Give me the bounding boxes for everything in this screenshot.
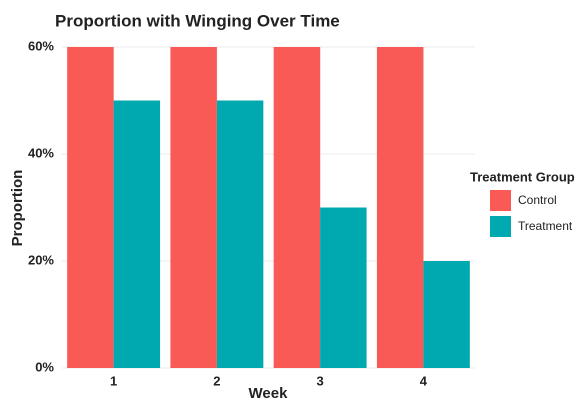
bar: [273, 47, 321, 368]
legend-label: Treatment: [518, 219, 573, 233]
bar: [320, 207, 367, 368]
x-tick-label: 4: [420, 373, 428, 388]
bar: [376, 47, 424, 368]
x-axis-label: Week: [249, 385, 289, 402]
bar: [67, 47, 114, 368]
x-tick-label: 1: [110, 373, 117, 388]
legend-swatch: [490, 216, 511, 237]
bar: [423, 261, 470, 368]
x-tick-label: 3: [317, 373, 324, 388]
bar: [113, 100, 161, 368]
y-axis-label: Proportion: [9, 170, 26, 247]
x-tick-label: 2: [213, 373, 220, 388]
legend-title: Treatment Group: [470, 169, 575, 184]
y-tick-label: 20%: [28, 252, 54, 267]
bar: [170, 47, 217, 368]
y-tick-label: 0%: [35, 359, 54, 374]
chart-title: Proportion with Winging Over Time: [55, 11, 340, 30]
bar: [216, 100, 264, 368]
y-tick-label: 40%: [28, 145, 54, 160]
y-tick-label: 60%: [28, 38, 54, 53]
legend-swatch: [490, 190, 511, 211]
legend-label: Control: [518, 193, 557, 207]
